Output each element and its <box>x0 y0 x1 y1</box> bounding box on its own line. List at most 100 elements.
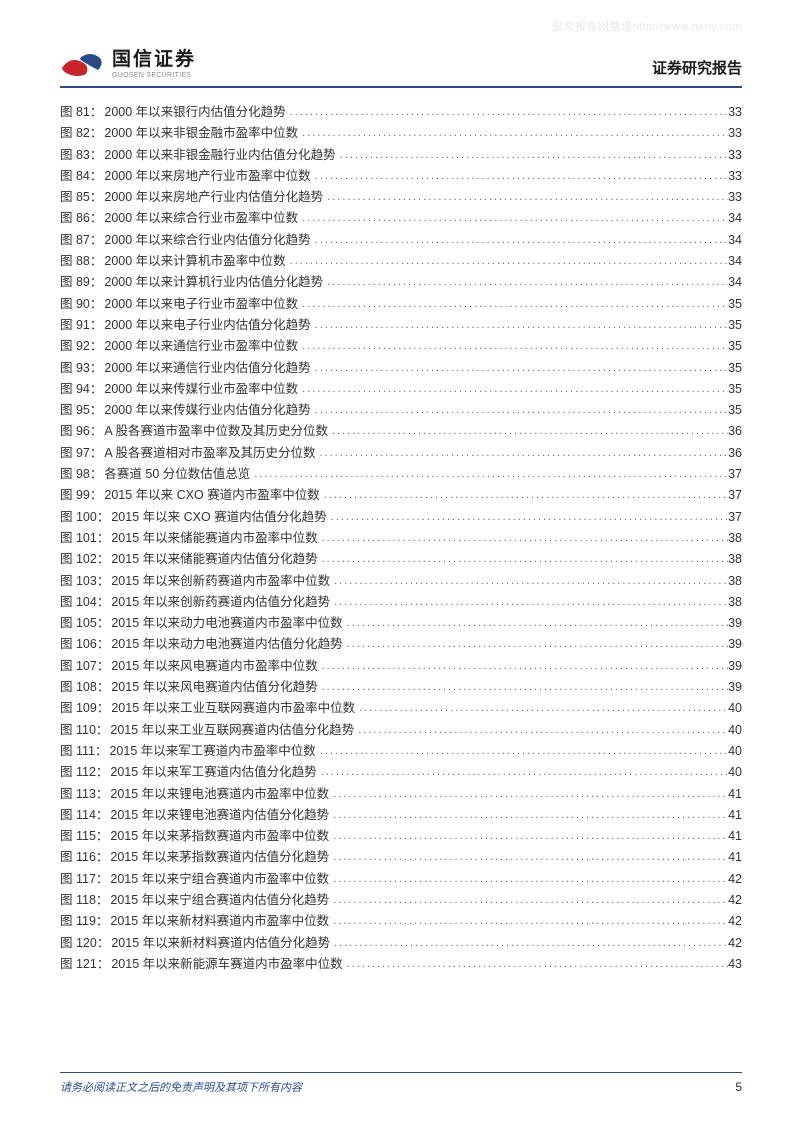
toc-row: 图 89：2000 年以来计算机行业内估值分化趋势34 <box>60 276 742 289</box>
toc-label: 图 93： <box>60 362 102 375</box>
toc-page-number: 40 <box>728 766 742 779</box>
toc-label: 图 121： <box>60 958 109 971</box>
toc-leader-dots <box>336 150 728 161</box>
toc-leader-dots <box>355 703 728 714</box>
toc-leader-dots <box>327 512 728 523</box>
toc-label: 图 112： <box>60 766 108 779</box>
toc-label: 图 99： <box>60 489 102 502</box>
toc-row: 图 96：A 股各赛道市盈率中位数及其历史分位数36 <box>60 425 742 438</box>
toc-leader-dots <box>311 320 728 331</box>
toc-row: 图 84：2000 年以来房地产行业市盈率中位数 33 <box>60 170 742 183</box>
toc-leader-dots <box>286 107 728 118</box>
toc-row: 图 87：2000 年以来综合行业内估值分化趋势34 <box>60 234 742 247</box>
toc-page-number: 41 <box>728 851 742 864</box>
toc-leader-dots <box>298 384 728 395</box>
toc-row: 图 104：2015 年以来创新药赛道内估值分化趋势38 <box>60 596 742 609</box>
toc-page-number: 33 <box>728 170 742 183</box>
logo-icon <box>60 48 104 80</box>
toc-row: 图 111：2015 年以来军工赛道内市盈率中位数 40 <box>60 745 742 758</box>
toc-description: 2015 年以来新材料赛道内市盈率中位数 <box>110 915 329 928</box>
toc-row: 图 81：2000 年以来银行内估值分化趋势33 <box>60 106 742 119</box>
toc-page-number: 35 <box>728 298 742 311</box>
toc-description: 2000 年以来非银金融行业内估值分化趋势 <box>104 149 335 162</box>
header-title: 证券研究报告 <box>652 57 742 80</box>
toc-page-number: 38 <box>728 596 742 609</box>
toc-label: 图 83： <box>60 149 102 162</box>
toc-leader-dots <box>316 448 729 459</box>
toc-description: 2015 年以来宁组合赛道内市盈率中位数 <box>110 873 329 886</box>
toc-description: 2015 年以来军工赛道内市盈率中位数 <box>109 745 315 758</box>
toc-leader-dots <box>317 767 728 778</box>
toc-label: 图 111： <box>60 745 107 758</box>
toc-row: 图 86：2000 年以来综合行业市盈率中位数34 <box>60 212 742 225</box>
toc-row: 图 105：2015 年以来动力电池赛道内市盈率中位数39 <box>60 617 742 630</box>
toc-label: 图 95： <box>60 404 102 417</box>
toc-row: 图 90：2000 年以来电子行业市盈率中位数35 <box>60 298 742 311</box>
toc-leader-dots <box>298 299 728 310</box>
toc-leader-dots <box>354 725 728 736</box>
toc-leader-dots <box>343 618 728 629</box>
toc-row: 图 92：2000 年以来通信行业市盈率中位数35 <box>60 340 742 353</box>
toc-leader-dots <box>311 363 728 374</box>
toc-description: 2000 年以来传媒行业内估值分化趋势 <box>104 404 310 417</box>
toc-leader-dots <box>330 576 728 587</box>
toc-leader-dots <box>318 533 728 544</box>
toc-leader-dots <box>343 639 728 650</box>
toc-leader-dots <box>323 192 728 203</box>
toc-description: 2015 年以来茅指数赛道内估值分化趋势 <box>110 851 329 864</box>
toc-page-number: 39 <box>728 617 742 630</box>
toc-label: 图 120： <box>60 937 109 950</box>
toc-label: 图 101： <box>60 532 109 545</box>
toc-leader-dots <box>318 554 728 565</box>
toc-leader-dots <box>286 256 728 267</box>
toc-page-number: 42 <box>728 894 742 907</box>
toc-page-number: 36 <box>728 425 742 438</box>
toc-page-number: 34 <box>728 255 742 268</box>
toc-label: 图 89： <box>60 276 102 289</box>
toc-description: 各赛道 50 分位数估值总览 <box>104 468 250 481</box>
toc-description: 2015 年以来军工赛道内估值分化趋势 <box>110 766 316 779</box>
toc-label: 图 92： <box>60 340 102 353</box>
toc-page-number: 37 <box>728 468 742 481</box>
toc-description: 2015 年以来风电赛道内估值分化趋势 <box>111 681 317 694</box>
toc-label: 图 82： <box>60 127 102 140</box>
toc-leader-dots <box>323 277 728 288</box>
toc-leader-dots <box>311 235 728 246</box>
toc-row: 图 112：2015 年以来军工赛道内估值分化趋势 40 <box>60 766 742 779</box>
toc-leader-dots <box>329 789 728 800</box>
toc-row: 图 110：2015 年以来工业互联网赛道内估值分化趋势40 <box>60 724 742 737</box>
toc-description: 2000 年以来房地产行业市盈率中位数 <box>104 170 310 183</box>
toc-label: 图 118： <box>60 894 108 907</box>
toc-row: 图 113：2015 年以来锂电池赛道内市盈率中位数41 <box>60 788 742 801</box>
toc-page-number: 40 <box>728 702 742 715</box>
toc-label: 图 119： <box>60 915 108 928</box>
toc-row: 图 118：2015 年以来宁组合赛道内估值分化趋势42 <box>60 894 742 907</box>
toc-row: 图 102：2015 年以来储能赛道内估值分化趋势38 <box>60 553 742 566</box>
toc-page-number: 33 <box>728 149 742 162</box>
toc-description: 2015 年以来工业互联网赛道内估值分化趋势 <box>110 724 354 737</box>
table-of-contents: 图 81：2000 年以来银行内估值分化趋势33 图 82：2000 年以来非银金… <box>60 106 742 971</box>
toc-label: 图 84： <box>60 170 102 183</box>
toc-label: 图 113： <box>60 788 108 801</box>
toc-page-number: 40 <box>728 745 742 758</box>
toc-row: 图 97：A 股各赛道相对市盈率及其历史分位数36 <box>60 447 742 460</box>
toc-leader-dots <box>316 746 728 757</box>
toc-row: 图 93：2000 年以来通信行业内估值分化趋势35 <box>60 362 742 375</box>
toc-page-number: 41 <box>728 788 742 801</box>
toc-page-number: 37 <box>728 511 742 524</box>
toc-row: 图 98：各赛道 50 分位数估值总览37 <box>60 468 742 481</box>
toc-row: 图 91：2000 年以来电子行业内估值分化趋势35 <box>60 319 742 332</box>
toc-label: 图 90： <box>60 298 102 311</box>
toc-leader-dots <box>329 916 728 927</box>
toc-row: 图 95：2000 年以来传媒行业内估值分化趋势35 <box>60 404 742 417</box>
toc-row: 图 94：2000 年以来传媒行业市盈率中位数35 <box>60 383 742 396</box>
toc-label: 图 86： <box>60 212 102 225</box>
toc-page-number: 35 <box>728 319 742 332</box>
logo-en: GUOSEN SECURITIES <box>112 72 196 79</box>
logo-cn: 国信证券 <box>112 50 196 69</box>
toc-page-number: 38 <box>728 532 742 545</box>
toc-label: 图 103： <box>60 575 109 588</box>
toc-leader-dots <box>318 682 728 693</box>
toc-label: 图 107： <box>60 660 109 673</box>
toc-description: 2000 年以来电子行业内估值分化趋势 <box>104 319 310 332</box>
